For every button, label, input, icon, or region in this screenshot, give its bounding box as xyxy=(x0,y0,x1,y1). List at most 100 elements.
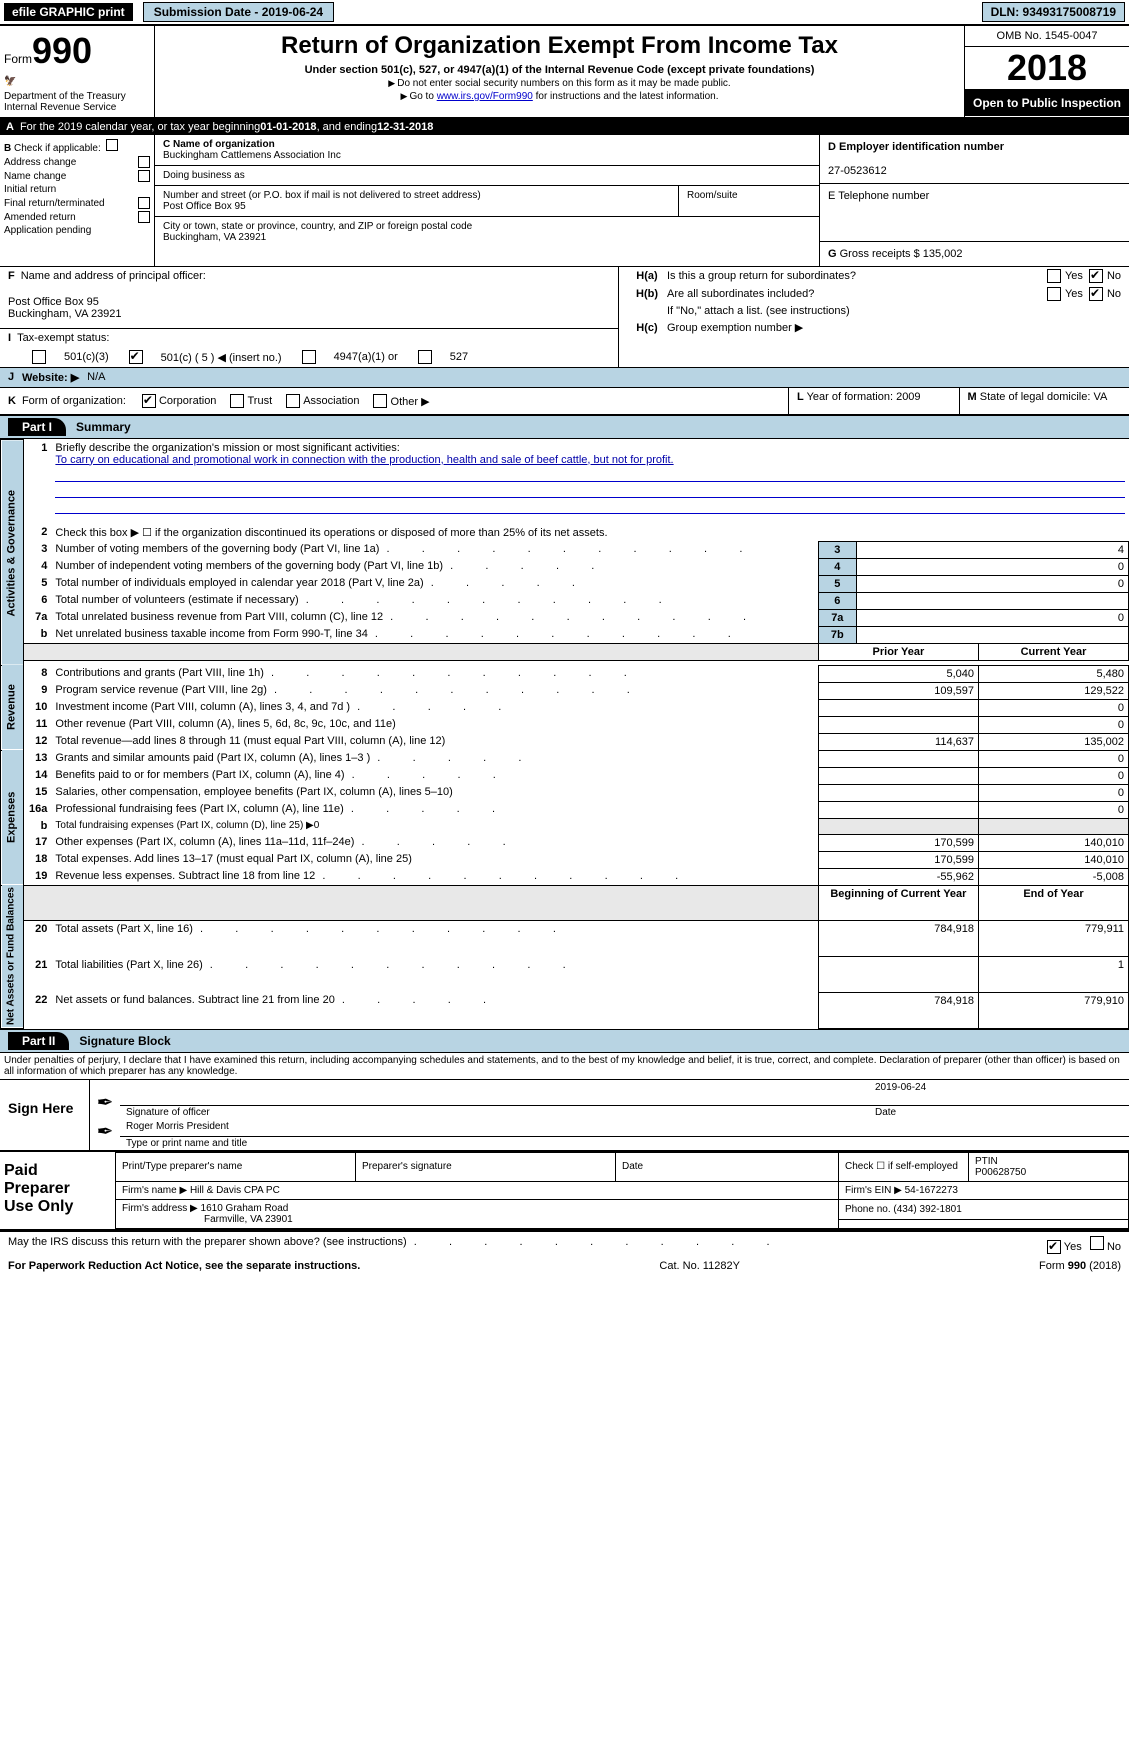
checkbox-hb-yes[interactable] xyxy=(1047,287,1061,301)
street-value: Post Office Box 95 xyxy=(163,201,670,212)
city-label: City or town, state or province, country… xyxy=(163,221,811,232)
table-row: 16aProfessional fundraising fees (Part I… xyxy=(1,801,1129,818)
line-num: 1 xyxy=(23,440,51,518)
line7b-text: Net unrelated business taxable income fr… xyxy=(51,626,818,643)
col-b-checks: B Check if applicable: Address change Na… xyxy=(0,135,155,266)
sign-right: ✒ 2019-06-24 Signature of officer Date ✒… xyxy=(90,1080,1129,1150)
val-10c: 0 xyxy=(979,699,1129,716)
line14-text: Benefits paid to or for members (Part IX… xyxy=(51,767,818,784)
discuss-row: May the IRS discuss this return with the… xyxy=(0,1231,1129,1258)
k-text: Form of organization: xyxy=(22,395,126,407)
checkbox-527[interactable] xyxy=(418,350,432,364)
row-fhi: FName and address of principal officer: … xyxy=(0,267,1129,368)
line4-text: Number of independent voting members of … xyxy=(51,558,818,575)
checkbox-name-change[interactable] xyxy=(138,170,150,182)
checkbox-corporation[interactable] xyxy=(142,394,156,408)
f-text: Name and address of principal officer: xyxy=(21,270,206,282)
name-change-label: Name change xyxy=(4,171,136,182)
opt-4947: 4947(a)(1) or xyxy=(334,351,398,363)
table-row: Print/Type preparer's name Preparer's si… xyxy=(116,1152,1129,1181)
checkbox-addr-change[interactable] xyxy=(138,156,150,168)
line1-label: Briefly describe the organization's miss… xyxy=(55,442,399,454)
checkbox-501c3[interactable] xyxy=(32,350,46,364)
main-title: Return of Organization Exempt From Incom… xyxy=(161,32,958,60)
name-title-label: Type or print name and title xyxy=(120,1137,1129,1150)
checkbox-501c[interactable] xyxy=(129,350,143,364)
form-number: 990 xyxy=(32,30,92,72)
sign-date: 2019-06-24 xyxy=(869,1080,1129,1106)
room-label: Room/suite xyxy=(687,190,811,201)
checkbox-amended[interactable] xyxy=(138,211,150,223)
form-header: Form 990 🦅 Department of the Treasury In… xyxy=(0,26,1129,119)
table-row: Prior YearCurrent Year xyxy=(1,643,1129,660)
line16b-text: Total fundraising expenses (Part IX, col… xyxy=(51,818,818,834)
val-11p xyxy=(818,716,978,733)
phone-val: (434) 392-1801 xyxy=(893,1204,961,1215)
ptin-label: PTIN xyxy=(975,1156,998,1167)
checkbox-4947[interactable] xyxy=(302,350,316,364)
part-ii-label: Part II xyxy=(8,1032,69,1050)
val-3: 4 xyxy=(856,541,1128,558)
f-addr1: Post Office Box 95 xyxy=(8,296,99,308)
efile-tag: efile GRAPHIC print xyxy=(4,3,133,21)
ha-text: Is this a group return for subordinates? xyxy=(667,270,1035,282)
m-text: State of legal domicile: VA xyxy=(980,391,1108,403)
val-11c: 0 xyxy=(979,716,1129,733)
table-row: 12Total revenue—add lines 8 through 11 (… xyxy=(1,733,1129,750)
checkbox-trust[interactable] xyxy=(230,394,244,408)
checkbox-other[interactable] xyxy=(373,394,387,408)
checkbox-discuss-no[interactable] xyxy=(1090,1236,1104,1250)
line13-text: Grants and similar amounts paid (Part IX… xyxy=(51,750,818,767)
label-b: B xyxy=(4,143,11,154)
h-self-emp: Check ☐ if self-employed xyxy=(839,1152,969,1181)
col-b-right: D Employer identification number 27-0523… xyxy=(819,135,1129,266)
opt-other: Other ▶ xyxy=(391,395,430,408)
line19-text: Revenue less expenses. Subtract line 18 … xyxy=(51,868,818,885)
h-preparer-sig: Preparer's signature xyxy=(356,1152,616,1181)
checkbox-ha-yes[interactable] xyxy=(1047,269,1061,283)
table-row: 10Investment income (Part VIII, column (… xyxy=(1,699,1129,716)
paid-l2: Preparer xyxy=(4,1180,111,1198)
cell-e: E Telephone number xyxy=(820,184,1129,242)
table-row: 11Other revenue (Part VIII, column (A), … xyxy=(1,716,1129,733)
hb-no: No xyxy=(1107,288,1121,300)
irs-link[interactable]: www.irs.gov/Form990 xyxy=(437,91,533,102)
val-22c: 779,910 xyxy=(979,992,1129,1028)
firm-name-label: Firm's name ▶ xyxy=(122,1185,187,1196)
addr-change-label: Address change xyxy=(4,157,136,168)
line7a-text: Total unrelated business revenue from Pa… xyxy=(51,609,818,626)
current-year-hdr: Current Year xyxy=(979,643,1129,660)
c-label: C Name of organization xyxy=(163,139,811,150)
val-16p xyxy=(818,801,978,818)
ha-yes: Yes xyxy=(1065,270,1083,282)
val-12p: 114,637 xyxy=(818,733,978,750)
checkbox-final[interactable] xyxy=(138,197,150,209)
val-21p xyxy=(818,957,978,993)
val-10p xyxy=(818,699,978,716)
val-14p xyxy=(818,767,978,784)
summary-table: Activities & Governance 1 Briefly descri… xyxy=(0,439,1129,1029)
label-a: A xyxy=(6,121,14,133)
val-22p: 784,918 xyxy=(818,992,978,1028)
checkbox-assoc[interactable] xyxy=(286,394,300,408)
block-b: B Check if applicable: Address change Na… xyxy=(0,135,1129,267)
goto-pre: Go to xyxy=(409,91,436,102)
submission-date: Submission Date - 2019-06-24 xyxy=(143,2,334,22)
checkbox-applicable[interactable] xyxy=(106,139,118,151)
pending-label: Application pending xyxy=(4,225,150,236)
checkbox-ha-no[interactable] xyxy=(1089,269,1103,283)
goto-line: Go to www.irs.gov/Form990 for instructio… xyxy=(161,91,958,102)
paid-preparer-label: Paid Preparer Use Only xyxy=(0,1152,115,1229)
val-13p xyxy=(818,750,978,767)
phone-label: Phone no. xyxy=(845,1204,891,1215)
fhi-left: FName and address of principal officer: … xyxy=(0,267,619,367)
part-ii-header: Part II Signature Block xyxy=(0,1029,1129,1053)
col-b-mid: C Name of organization Buckingham Cattle… xyxy=(155,135,819,266)
sign-block: Sign Here ✒ 2019-06-24 Signature of offi… xyxy=(0,1080,1129,1152)
cell-city: City or town, state or province, country… xyxy=(155,217,819,247)
paid-preparer-block: Paid Preparer Use Only Print/Type prepar… xyxy=(0,1152,1129,1231)
checkbox-hb-no[interactable] xyxy=(1089,287,1103,301)
sig-date-label: Date xyxy=(869,1106,1129,1119)
checkbox-discuss-yes[interactable] xyxy=(1047,1240,1061,1254)
sign-here-label: Sign Here xyxy=(0,1080,90,1150)
